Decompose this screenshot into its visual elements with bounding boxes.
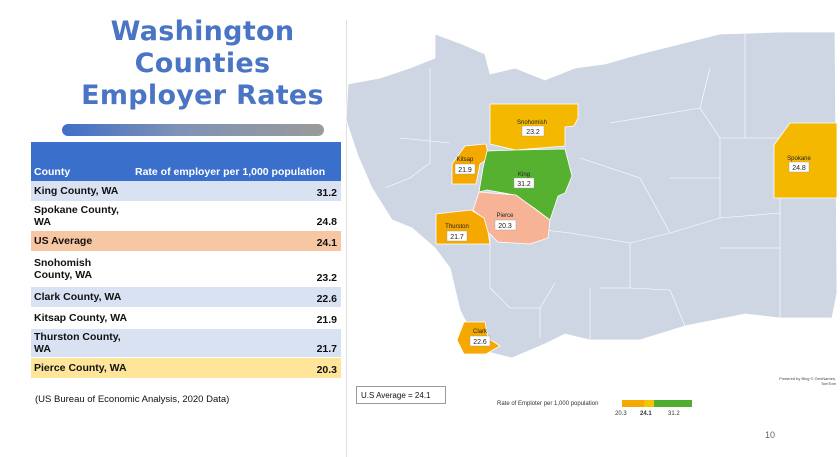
svg-text:24.8: 24.8 [792, 165, 806, 172]
county-name-cell: US Average [31, 230, 132, 252]
svg-text:23.2: 23.2 [526, 129, 540, 136]
source-note: (US Bureau of Economic Analysis, 2020 Da… [35, 394, 230, 405]
header-rate: Rate of employer per 1,000 population [132, 142, 341, 181]
label-kitsap: Kitsap 21.9 [454, 157, 476, 175]
table-row: Pierce County, WA 20.3 [31, 357, 341, 379]
map-credit: Powered by Bing © GeoNames, TomTom [779, 376, 836, 386]
svg-text:Thurston: Thurston [445, 224, 469, 230]
page-number: 10 [765, 430, 776, 440]
label-pierce: Pierce 20.3 [494, 213, 517, 231]
divider [346, 20, 347, 457]
svg-text:20.3: 20.3 [498, 223, 512, 230]
rate-value-cell: 21.9 [132, 307, 341, 329]
title-line-1: Washington [110, 16, 295, 47]
rate-value-cell: 20.3 [132, 357, 341, 379]
table-row: Thurston County, WA 21.7 [31, 328, 341, 358]
header-county: County [31, 142, 132, 181]
label-king: King 31.2 [513, 172, 535, 189]
legend-segment-high [654, 400, 692, 407]
legend-segment-mid [644, 400, 654, 407]
table-row: Spokane County, WA 24.8 [31, 201, 341, 231]
county-name-cell: Pierce County, WA [31, 357, 132, 379]
washington-state-shape [345, 31, 838, 359]
county-boundaries [384, 34, 781, 340]
us-average-box: U.S Average = 24.1 [356, 386, 446, 404]
rate-value-cell: 24.1 [132, 230, 341, 252]
svg-text:21.9: 21.9 [458, 167, 472, 174]
county-name-cell: Thurston County, WA [31, 328, 132, 358]
title-underline-bar [62, 124, 324, 136]
county-spokane [773, 122, 838, 199]
legend-min: 20.3 [615, 411, 627, 417]
legend-color-bar [622, 400, 692, 407]
table-row: US Average 24.1 [31, 230, 341, 252]
label-clark: Clark 22.6 [469, 329, 491, 347]
legend-mid: 24.1 [640, 411, 652, 417]
svg-text:22.6: 22.6 [473, 339, 487, 346]
table-row: Clark County, WA 22.6 [31, 286, 341, 308]
label-spokane: Spokane 24.8 [787, 156, 812, 173]
county-name-cell: Kitsap County, WA [31, 307, 132, 329]
table-header-row: County Rate of employer per 1,000 popula… [31, 142, 341, 181]
label-thurston: Thurston 21.7 [445, 224, 469, 242]
county-name-cell: King County, WA [31, 181, 132, 202]
svg-text:Snohomish: Snohomish [517, 120, 547, 126]
rate-value-cell: 23.2 [132, 251, 341, 287]
county-name-cell: Clark County, WA [31, 286, 132, 308]
svg-text:Pierce: Pierce [496, 213, 514, 219]
rate-value-cell: 31.2 [132, 181, 341, 202]
svg-text:King: King [518, 172, 530, 178]
table-row: Snohomish County, WA 23.2 [31, 251, 341, 287]
rate-value-cell: 24.8 [132, 201, 341, 231]
table-row: King County, WA 31.2 [31, 181, 341, 202]
washington-map: Snohomish 23.2 Kitsap 21.9 King 31.2 Pie… [345, 31, 838, 359]
svg-text:Clark: Clark [473, 329, 488, 335]
legend-max: 31.2 [668, 411, 680, 417]
rate-value-cell: 21.7 [132, 328, 341, 358]
svg-text:21.7: 21.7 [450, 234, 464, 241]
title-line-3: Employer Rates [81, 80, 324, 111]
legend-title: Rate of Emploter per 1,000 population [497, 401, 599, 407]
rates-table: County Rate of employer per 1,000 popula… [31, 142, 341, 379]
legend-segment-low [622, 400, 644, 407]
title-line-2: Counties [134, 48, 271, 79]
rate-value-cell: 22.6 [132, 286, 341, 308]
page-title: Washington Counties Employer Rates [60, 16, 345, 112]
svg-text:Kitsap: Kitsap [457, 157, 474, 163]
table-row: Kitsap County, WA 21.9 [31, 307, 341, 329]
svg-text:31.2: 31.2 [517, 181, 531, 188]
svg-text:Spokane: Spokane [787, 156, 811, 162]
label-snohomish: Snohomish 23.2 [517, 120, 547, 137]
county-name-cell: Spokane County, WA [31, 201, 132, 231]
county-name-cell: Snohomish County, WA [31, 251, 132, 287]
